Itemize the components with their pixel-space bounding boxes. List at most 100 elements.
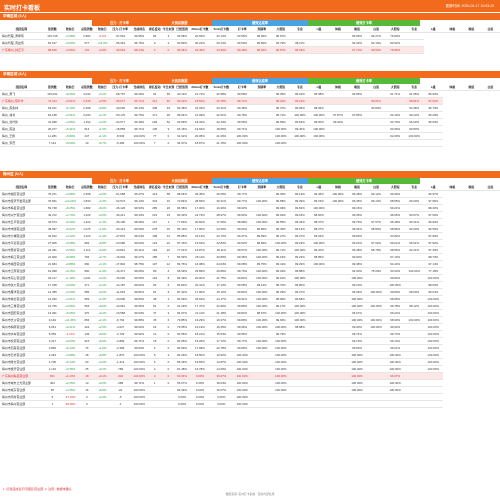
- column-header[interactable]: 较前日: [61, 26, 79, 33]
- column-header[interactable]: 总签到数: [78, 184, 96, 191]
- column-header[interactable]: 体验: [328, 26, 348, 33]
- column-header[interactable]: 30min打卡数: [189, 26, 211, 33]
- column-header[interactable]: 5min打卡数: [210, 84, 233, 91]
- column-header[interactable]: 打卡率: [232, 184, 253, 191]
- column-header[interactable]: 当前排名: [130, 26, 148, 33]
- table-row[interactable]: 广东梅州梅县营业部 831 +1.23% 18 +9.1% -332 100.00% 4 0 63…: [0, 372, 500, 380]
- column-header[interactable]: 专业: [290, 26, 310, 33]
- table-row[interactable]: 梅州市城东营业部 65 +4.35% 16 +8.9% -24 100.00% 83.33% 0…: [0, 386, 500, 394]
- table-row[interactable]: 梅州市平远营业部 27,905 +5.08% 966 +8.8% -23,080 99.53…: [0, 239, 500, 247]
- table-row[interactable]: 梅州市蕉岭营业部 24,461 +5.56% 1,112 +5.9% -19,810 99.…: [0, 246, 500, 254]
- table-row[interactable]: 梅州市水车营业部 5,059 -3.47% 146 +8.6% -2,729 99.92% 1…: [0, 330, 500, 338]
- column-header[interactable]: 大剪短: [385, 84, 405, 91]
- column-header[interactable]: 白班: [480, 184, 500, 191]
- column-header[interactable]: 较前日: [95, 84, 110, 91]
- table-row[interactable]: 梅州市经济开发营业部 76,561 +10.22% 1,833 +3.3% -62,574…: [0, 197, 500, 205]
- table-row[interactable]: 梅州市扶大营业部 17,328 +5.09% 471 +3.4% -14,187 99.62…: [0, 281, 500, 289]
- table-row[interactable]: 梅州市三角营业部 13,766 +3.56% 564 +8.6% -10,961 99.66…: [0, 302, 500, 310]
- column-header[interactable]: 压力-打卡率: [109, 26, 131, 33]
- column-header[interactable]: 打卡率: [232, 26, 253, 33]
- column-header[interactable]: 到期率: [252, 26, 272, 33]
- table-row[interactable]: 梅州代理_周益伟 81,617 +9.60% 577 +13.9% -56,316 96.7…: [0, 39, 500, 47]
- table-row[interactable]: 梅州市城西营业部 21,684 +0.88% 690 +3.1% -17,832 98.75…: [0, 260, 500, 268]
- table-row[interactable]: 梅州市松源营业部 3,417 +9.53% 315 +8.6% -2,899 99.71% 1…: [0, 337, 500, 345]
- table-row[interactable]: 梅州市五华营业部 43,574 +9.40% 1,422 +1.3% -35,196 98.…: [0, 218, 500, 226]
- column-header[interactable]: 晚班: [347, 84, 367, 91]
- column-header[interactable]: 已经签到: [174, 184, 190, 191]
- column-header[interactable]: 体验: [328, 184, 348, 191]
- table-row[interactable]: 梅州市东山营业部 20,117 +1.18% 1,031 +0.2% -15,620 99.…: [0, 274, 500, 282]
- column-header[interactable]: 体验: [442, 26, 462, 33]
- column-header[interactable]: L级: [423, 84, 443, 91]
- column-header[interactable]: 压力-打卡率: [109, 84, 131, 91]
- column-header[interactable]: 当前排名: [130, 184, 148, 191]
- column-header[interactable]: 5min打卡数: [210, 26, 233, 33]
- column-header[interactable]: 压力-打卡率: [109, 184, 131, 191]
- column-header[interactable]: 5min打卡数: [210, 184, 233, 191]
- column-header[interactable]: L级: [423, 184, 443, 191]
- column-header[interactable]: 今日未到: [161, 26, 175, 33]
- column-header[interactable]: L级: [309, 184, 329, 191]
- column-header[interactable]: 白班: [480, 84, 500, 91]
- column-header[interactable]: 已经签到: [174, 26, 190, 33]
- column-header[interactable]: L级: [309, 26, 329, 33]
- column-header[interactable]: 排名变动: [147, 84, 162, 91]
- table-row[interactable]: 梅州市石坑营业部 2,349 +3.98% 48 +8.8% -1,870 100.00% 5…: [0, 351, 500, 359]
- column-header[interactable]: 今日未到: [161, 84, 175, 91]
- column-header[interactable]: 专业: [290, 84, 310, 91]
- table-row[interactable]: 梅州市雁洋营业部 14,455 +3.29% 685 +9.2% -11,653 99.81…: [0, 288, 500, 296]
- column-header[interactable]: 较前日: [95, 184, 110, 191]
- column-header[interactable]: 晚班: [461, 184, 481, 191]
- column-header[interactable]: 体验: [328, 84, 348, 91]
- column-header[interactable]: 30min打卡数: [189, 84, 211, 91]
- column-header[interactable]: 总签到数: [78, 26, 96, 33]
- table-row[interactable]: 梅州市梅州营业部 1 -50.00% 0 -1 100.00% 0.00% 0.00% 0.00…: [0, 400, 500, 408]
- column-header[interactable]: 专业: [404, 84, 424, 91]
- column-header[interactable]: 白班: [366, 26, 386, 33]
- column-header[interactable]: 组团名称: [0, 184, 43, 191]
- column-header[interactable]: 签到数: [42, 26, 62, 33]
- column-header[interactable]: 大剪短: [385, 26, 405, 33]
- column-header[interactable]: 签到数: [42, 84, 62, 91]
- table-row[interactable]: 梅州_陈进 26,077 +5.31% 613 +1.5% -18,859 99.71% 13…: [0, 125, 500, 133]
- column-header[interactable]: L级: [309, 84, 329, 91]
- column-header[interactable]: 到期率: [252, 184, 272, 191]
- table-row[interactable]: 梅州_黄飞 115,031 +9.46% 4,044 +3.2% -89,767 99.26…: [0, 90, 500, 98]
- column-header[interactable]: 总签到数: [78, 84, 96, 91]
- table-row[interactable]: 广东梅州_林正平 58,818 +3.66% 762 +3.8% -30,653 98.44…: [0, 46, 500, 54]
- column-header[interactable]: 较前日: [61, 184, 79, 191]
- table-row[interactable]: 梅州市丙村营业部 5 -37.16% 0 +0.0% -5 100.00% 0.00% 0.00…: [0, 393, 500, 401]
- column-header[interactable]: 晚班: [347, 26, 367, 33]
- column-header[interactable]: 白班: [480, 26, 500, 33]
- table-row[interactable]: 梅州_林书 62,158 +3.51% 2,034 +2.1% -50,170 99.76%…: [0, 111, 500, 119]
- table-row[interactable]: 广东梅州_陈叶叶 73,414 +9.61% 2,345 +3.5% -55,677 99.…: [0, 97, 500, 105]
- table-row[interactable]: 梅州市长沙营业部 9,149 +11.45% 656 +2.1% -6,793 99.89%…: [0, 316, 500, 324]
- column-header[interactable]: 打卡率: [232, 84, 253, 91]
- table-row[interactable]: 梅州市梅县营业部 53,748 +8.25% 1,682 +8.2% -46,120 99.…: [0, 204, 500, 212]
- column-header[interactable]: 白班: [366, 84, 386, 91]
- table-row[interactable]: 梅州市兴宁营业部 43,372 +3.70% 1,229 +0.5% -36,211 99.…: [0, 211, 500, 219]
- column-header[interactable]: L级: [423, 26, 443, 33]
- table-row[interactable]: 梅州市江南营业部 19,998 +9.15% 950 +1.9% -16,371 99.66…: [0, 267, 500, 275]
- column-header[interactable]: 到期率: [252, 84, 272, 91]
- column-header[interactable]: 专业: [404, 184, 424, 191]
- column-header[interactable]: 30min打卡数: [189, 184, 211, 191]
- column-header[interactable]: 大剪短: [385, 184, 405, 191]
- table-row[interactable]: 梅州市梅江营业部 21,600 +8.08% 766 +3.7% -16,902 99.27…: [0, 253, 500, 261]
- column-header[interactable]: 白班: [366, 184, 386, 191]
- column-header[interactable]: 已经签到: [174, 84, 190, 91]
- column-header[interactable]: 大剪短: [271, 84, 291, 91]
- table-row[interactable]: 梅州_王鹤 11,281 +5.80% 447 +1.1% -8,533 100.00% 77…: [0, 132, 500, 140]
- table-row[interactable]: 梅州市桃尧营业部 1,134 +3.35% 25 +0.2% -789 100.00% 4 0 8…: [0, 365, 500, 373]
- table-row[interactable]: 梅州市城区营业部 75,971 +3.58% 2,358 +2.5% -61,968 99.…: [0, 190, 500, 198]
- column-header[interactable]: 体验: [442, 84, 462, 91]
- table-row[interactable]: 梅州代理_黄坤伟 115,745 +3.98% 2,584 -0.4% -97,591 99…: [0, 32, 500, 40]
- column-header[interactable]: 大剪短: [271, 184, 291, 191]
- column-header[interactable]: 专业: [404, 26, 424, 33]
- table-row[interactable]: 梅州市隆文营业部 1,705 +5.14% 63 +3.6% -1,413 100.00% 6…: [0, 358, 500, 366]
- table-row[interactable]: 梅州_刘叶新 31,968 +4.95% 1,152 +0.2% -24,577 99.39…: [0, 118, 500, 126]
- table-row[interactable]: 梅州市西阳营业部 13,091 +6.05% 370 +0.2% -10,558 99.93…: [0, 309, 500, 317]
- table-row[interactable]: 梅州市城北营业部 14,030 +4.21% 583 +1.9% -10,900 99.83…: [0, 295, 500, 303]
- column-header[interactable]: 大剪短: [271, 26, 291, 33]
- column-header[interactable]: 专业: [290, 184, 310, 191]
